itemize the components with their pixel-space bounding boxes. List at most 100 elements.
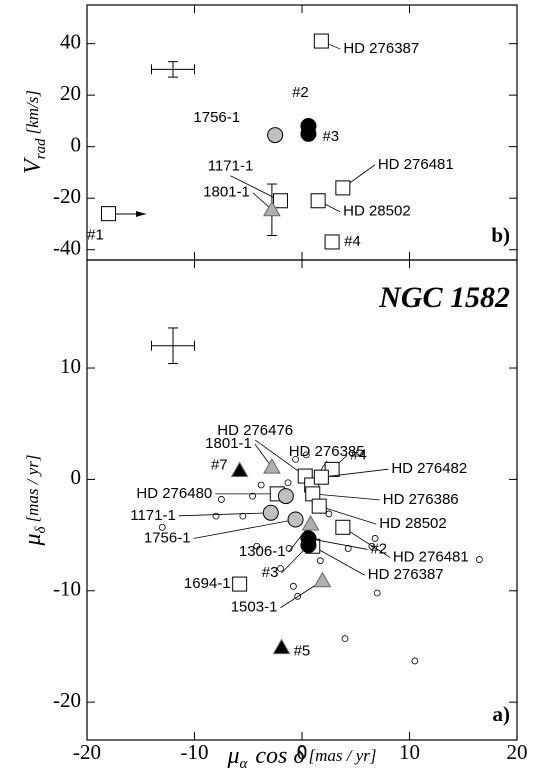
y-label-unit: [km/s] [23,90,42,134]
y-tick-label: -20 [53,184,81,208]
point-label: #2 [292,84,309,101]
field-star-marker [217,496,225,503]
field-star-marker [212,512,220,520]
field-star-marker [411,657,419,665]
leader-line [178,512,271,517]
square-marker [101,206,116,222]
point-label: HD 276387 [343,40,419,57]
triangle-marker [263,200,281,217]
point-label: HD 276481 [393,548,469,565]
field-star-marker [341,635,349,643]
field-star-marker [302,451,310,459]
field-star-marker [316,557,324,565]
y-label-unit: [mas / yr] [23,454,42,522]
leader-line [319,505,377,525]
point-label: 1756-1 [193,109,240,126]
leader-line [321,468,389,478]
leader-line [308,538,368,550]
circle-marker [277,488,294,505]
point-label: HD 28502 [379,515,447,532]
x-label-text: cos δ [255,743,305,769]
triangle-marker [263,458,281,474]
triangle-marker [313,571,332,588]
point-label: 1756-1 [144,529,191,546]
leader-line [254,439,306,477]
square-marker [313,469,329,485]
x-tick-label: 20 [507,740,528,764]
y-tick-label: 0 [71,465,82,489]
point-label: HD 276480 [136,485,212,502]
y-tick-label: -20 [53,688,81,712]
y-axis-label: Vrad [km/s] [20,90,50,174]
point-label: 1171-1 [208,158,254,175]
field-star-marker [158,523,166,531]
point-label: 1694-1 [184,575,231,592]
square-marker [273,193,288,209]
field-star-marker [284,479,292,487]
field-star-marker [239,512,247,520]
field-star-marker [371,535,379,542]
y-label-sub: rad [33,138,49,159]
point-label: 1801-1 [203,184,250,201]
y-axis-label: μδ [mas / yr] [20,454,50,546]
field-star-marker [475,556,483,563]
square-marker [232,576,248,592]
point-label: HD 276482 [391,460,467,477]
y-tick-label: 10 [60,354,81,378]
circle-marker [300,537,317,554]
square-marker [310,193,326,209]
square-marker [313,33,329,49]
y-label-symbol: V [20,157,46,174]
x-label-unit: [mas / yr] [309,746,377,765]
x-tick-label: 0 [297,740,308,764]
leader-line [312,545,365,576]
x-label-sub: α [240,756,249,769]
point-label: #5 [294,643,311,660]
square-marker [311,498,327,514]
circle-marker [267,127,284,144]
field-star-marker [249,492,256,500]
y-tick-label: -40 [53,236,81,260]
y-tick-label: 40 [60,29,81,53]
point-label: #7 [211,456,228,473]
x-tick-label: -10 [181,740,209,764]
point-label: HD 276387 [368,566,444,583]
point-label: 1503-1 [231,599,278,616]
leader-line [193,519,296,539]
field-star-marker [292,455,299,463]
triangle-marker [272,638,291,655]
circle-marker [287,511,304,528]
triangle-marker [230,461,249,477]
leader-line [312,493,380,501]
field-star-marker [277,565,284,572]
square-marker [335,519,351,535]
leader-line [342,526,391,558]
point-label: #3 [262,564,279,581]
circle-marker [300,125,317,142]
x-axis-label: μα cos δ [mas / yr] [226,743,376,769]
x-tick-label: 10 [399,740,420,764]
field-star-marker [373,589,381,597]
x-tick-label: -20 [73,740,101,764]
point-label: HD 276476 [217,422,293,439]
point-label: #1 [87,227,104,244]
point-label: 1171-1 [130,507,176,524]
square-marker [335,180,351,196]
point-label: HD 276385 [289,443,365,460]
point-label: HD 28502 [343,203,411,220]
field-star-marker [289,582,297,590]
y-tick-label: 20 [60,81,81,105]
chart-title: NGC 1582 [378,281,510,314]
circle-marker [262,504,279,521]
point-label: 1306-1 [239,543,286,560]
point-label: #4 [350,446,367,463]
field-star-marker [325,510,333,518]
triangle-marker [301,514,320,531]
point-label: #4 [344,233,361,250]
y-label-sub: δ [33,525,49,533]
point-label: 1801-1 [205,435,252,452]
point-label: #3 [322,128,339,145]
x-label-symbol: μ [226,743,239,769]
panel-label: b) [491,223,510,247]
